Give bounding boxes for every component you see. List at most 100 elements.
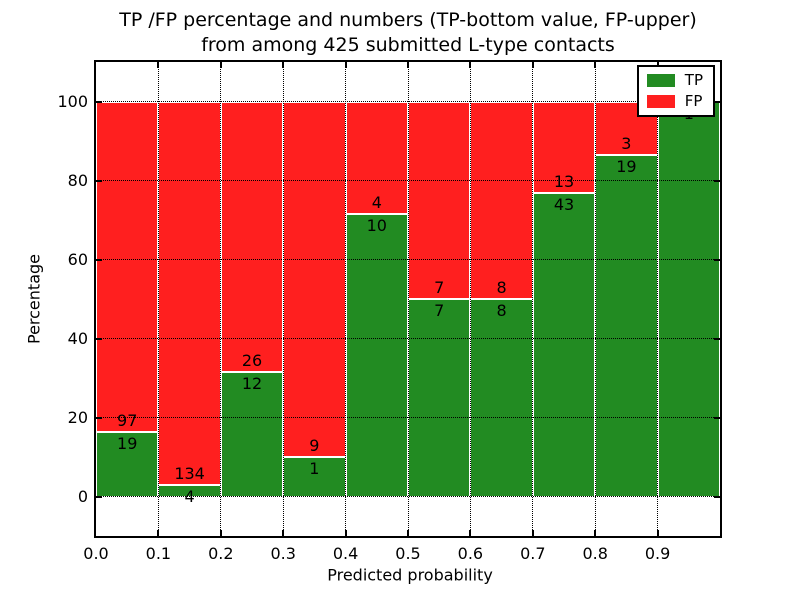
y-tick-mark (714, 416, 720, 419)
y-tick-mark (96, 416, 102, 419)
y-tick-mark (96, 179, 102, 182)
bar-segment-tp (408, 299, 471, 497)
bar-segment-fp (96, 101, 159, 432)
y-tick-label: 0 (77, 486, 88, 506)
fp-count-label: 9 (309, 436, 320, 455)
bar-segment-fp (220, 101, 284, 372)
x-tick-label: 0.1 (145, 544, 172, 563)
fp-count-label: 4 (371, 193, 382, 213)
y-tick-label: 60 (67, 249, 88, 269)
y-tick-mark (714, 179, 720, 182)
gridline-vertical (532, 62, 534, 536)
y-tick-label: 80 (67, 170, 88, 190)
y-tick-label: 40 (67, 328, 88, 348)
legend: TP FP (636, 65, 715, 117)
x-tick-mark (219, 530, 222, 536)
bar-segment-tp (96, 431, 159, 497)
tp-count-label: 1 (309, 459, 320, 478)
chart-title: TP /FP percentage and numbers (TP-bottom… (119, 8, 697, 58)
fp-count-label: 13 (553, 172, 575, 192)
tp-count-label: 4 (184, 487, 195, 507)
bar-segment-tp (158, 485, 221, 497)
x-tick-mark (469, 62, 472, 68)
gridline-vertical (157, 62, 159, 536)
x-tick-label: 0.4 (332, 544, 359, 563)
gridline-vertical (469, 62, 471, 536)
legend-entry-fp: FP (646, 92, 703, 110)
fp-count-label: 3 (621, 134, 632, 154)
x-axis-label: Predicted probability (327, 565, 493, 585)
x-tick-label: 0.3 (270, 544, 296, 563)
y-axis-label: Percentage (24, 253, 44, 345)
gridline-vertical (220, 62, 222, 536)
y-tick-label: 20 (67, 407, 88, 427)
x-tick-mark (157, 62, 160, 68)
y-tick-mark (96, 337, 102, 340)
x-tick-mark (344, 530, 347, 536)
bar-segment-fp (345, 101, 408, 215)
tp-count-label: 43 (553, 195, 575, 215)
y-tick-mark (96, 495, 102, 498)
gridline-vertical (345, 62, 347, 536)
gridline-vertical (657, 62, 659, 536)
y-tick-label: 100 (57, 91, 88, 111)
x-tick-mark (282, 530, 285, 536)
plot-area: TP FP 9719134426129141077881343319102040… (57, 60, 722, 563)
y-tick-mark (714, 495, 720, 498)
x-tick-mark (594, 62, 597, 68)
y-tick-mark (714, 100, 720, 103)
bar-segment-fp (470, 101, 533, 299)
bar-segment-tp (283, 457, 346, 497)
tp-count-label: 7 (434, 301, 445, 320)
bar-segment-tp (220, 371, 284, 497)
chart-title-line-1: TP /FP percentage and numbers (TP-bottom… (119, 9, 697, 31)
y-tick-mark (96, 100, 102, 103)
x-tick-label: 0.7 (520, 544, 546, 563)
x-tick-mark (407, 62, 409, 68)
x-tick-mark (531, 530, 534, 536)
x-tick-mark (344, 62, 347, 68)
bar-segment-fp (408, 101, 471, 299)
x-tick-mark (531, 62, 534, 68)
bar-segment-tp (470, 299, 533, 497)
x-tick-mark (282, 62, 285, 68)
x-tick-label: 0.2 (208, 544, 234, 563)
y-tick-mark (714, 258, 720, 261)
x-tick-label: 0.5 (395, 544, 421, 563)
x-tick-mark (407, 530, 409, 536)
bar-segment-fp (283, 101, 346, 457)
fp-count-label: 26 (241, 350, 263, 370)
fp-count-label: 7 (434, 278, 445, 297)
tp-count-label: 19 (616, 157, 637, 177)
fp-count-label: 134 (174, 464, 205, 484)
tp-count-label: 10 (366, 216, 387, 236)
chart-title-line-2: from among 425 submitted L-type contacts (201, 34, 615, 56)
x-tick-mark (157, 530, 160, 536)
fp-count-label: 97 (117, 410, 138, 430)
bar-segment-fp (532, 101, 596, 194)
y-tick-mark (714, 337, 720, 340)
fp-count-label: 8 (496, 278, 507, 297)
gridline-vertical (594, 62, 596, 536)
tp-count-label: 19 (117, 433, 138, 453)
legend-label-tp: TP (684, 71, 703, 89)
tp-count-label: 12 (241, 373, 263, 393)
x-tick-label: 0.0 (83, 544, 109, 563)
legend-swatch-tp-icon (646, 74, 675, 87)
x-tick-label: 0.8 (582, 544, 608, 563)
y-tick-mark (96, 258, 102, 261)
gridline-vertical (282, 62, 284, 536)
legend-label-fp: FP (684, 92, 703, 110)
bar-segment-tp (657, 101, 720, 497)
bar-segment-tp (532, 193, 596, 497)
legend-entry-tp: TP (646, 71, 703, 89)
x-tick-mark (219, 62, 222, 68)
tp-count-label: 8 (496, 301, 507, 320)
x-tick-mark (594, 530, 597, 536)
bar-segment-tp (345, 214, 408, 497)
legend-swatch-fp-icon (646, 95, 675, 108)
x-tick-mark (469, 530, 472, 536)
gridline-vertical (407, 62, 409, 536)
bar-segment-fp (158, 101, 221, 486)
